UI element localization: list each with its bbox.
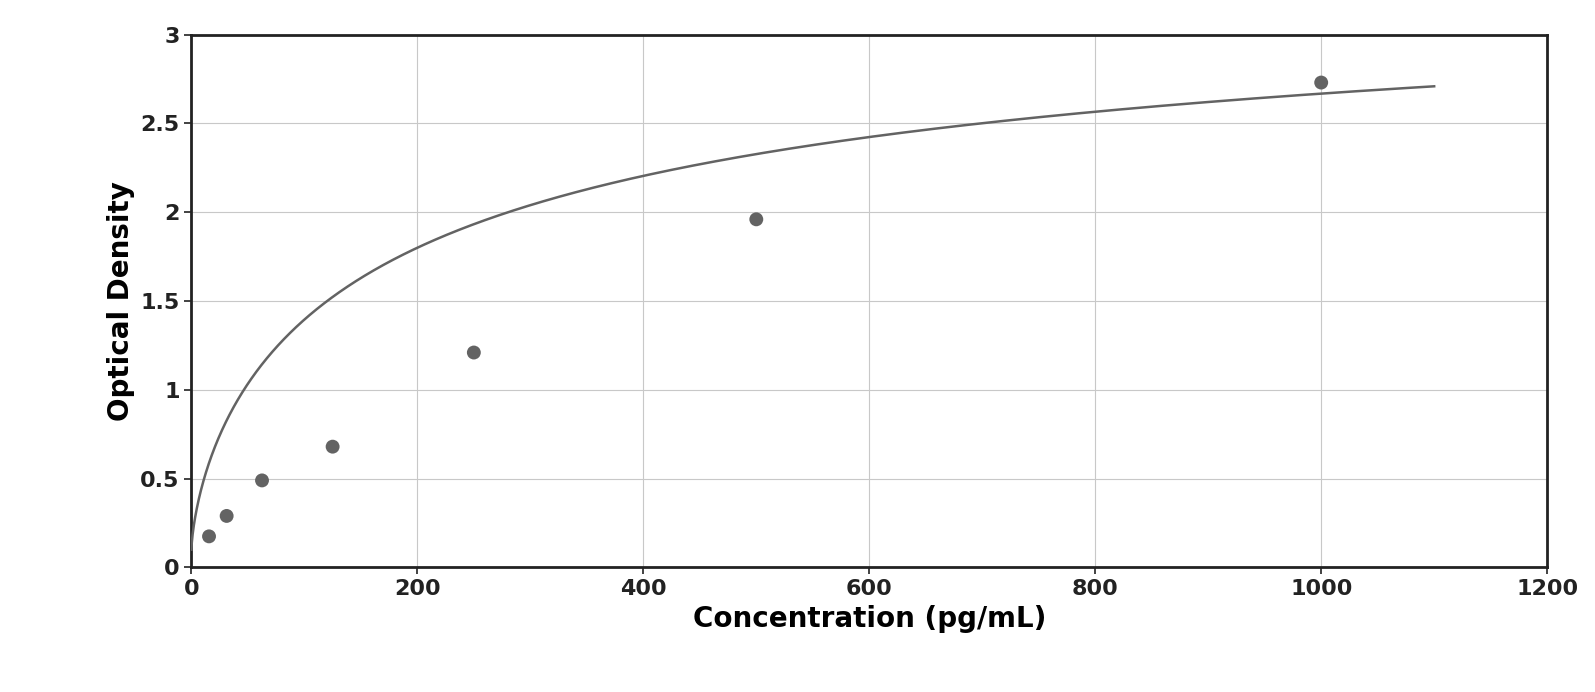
Point bbox=[1308, 77, 1333, 88]
Point bbox=[214, 511, 239, 522]
X-axis label: Concentration (pg/mL): Concentration (pg/mL) bbox=[692, 605, 1046, 632]
Point bbox=[461, 347, 486, 358]
Point bbox=[321, 441, 346, 452]
Y-axis label: Optical Density: Optical Density bbox=[107, 181, 134, 421]
Point bbox=[196, 531, 222, 542]
Point bbox=[743, 214, 769, 225]
Point bbox=[249, 475, 274, 486]
